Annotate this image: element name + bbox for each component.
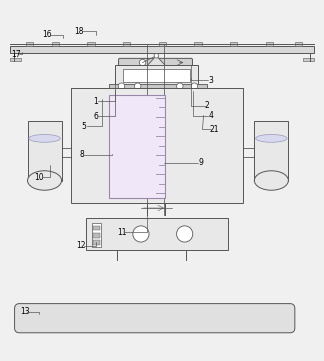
Circle shape xyxy=(133,226,149,242)
Bar xyxy=(159,42,166,46)
Bar xyxy=(71,88,243,203)
Text: 12: 12 xyxy=(76,242,86,251)
Ellipse shape xyxy=(29,135,60,142)
Bar xyxy=(92,223,101,247)
Polygon shape xyxy=(147,56,165,65)
Bar xyxy=(123,42,130,46)
Bar xyxy=(230,42,237,46)
Bar xyxy=(123,69,190,82)
Bar xyxy=(28,121,62,180)
Circle shape xyxy=(134,83,141,90)
Ellipse shape xyxy=(256,135,287,142)
Circle shape xyxy=(177,83,183,90)
Bar xyxy=(254,121,288,180)
Circle shape xyxy=(139,59,146,66)
Ellipse shape xyxy=(28,171,62,190)
Text: 5: 5 xyxy=(82,122,87,131)
Text: 16: 16 xyxy=(42,30,52,39)
Text: 4: 4 xyxy=(208,111,213,120)
Circle shape xyxy=(177,226,193,242)
FancyBboxPatch shape xyxy=(119,58,192,67)
Bar xyxy=(10,58,21,61)
Bar xyxy=(266,42,273,46)
Bar xyxy=(86,218,228,250)
Bar xyxy=(52,42,59,46)
Text: 17: 17 xyxy=(11,50,21,58)
Bar xyxy=(295,42,302,46)
Text: 3: 3 xyxy=(208,75,213,84)
Text: 21: 21 xyxy=(209,125,219,134)
Text: 1: 1 xyxy=(93,97,98,106)
Bar xyxy=(109,95,165,198)
Bar xyxy=(93,226,100,230)
Bar xyxy=(87,42,95,46)
Text: 18: 18 xyxy=(75,27,84,36)
Bar xyxy=(109,84,207,89)
Text: 8: 8 xyxy=(79,150,84,159)
Ellipse shape xyxy=(254,171,288,190)
Text: 13: 13 xyxy=(20,307,29,316)
Circle shape xyxy=(154,53,158,58)
Text: 10: 10 xyxy=(34,173,44,182)
Bar xyxy=(194,42,202,46)
Text: 11: 11 xyxy=(117,228,126,237)
Bar xyxy=(10,46,314,52)
Text: 6: 6 xyxy=(93,112,98,121)
Text: 9: 9 xyxy=(198,158,203,167)
Bar xyxy=(93,233,100,238)
Bar xyxy=(93,240,100,245)
Circle shape xyxy=(118,83,125,90)
Text: 2: 2 xyxy=(205,101,210,110)
Circle shape xyxy=(191,83,198,90)
Bar xyxy=(303,58,314,61)
Bar xyxy=(26,42,33,46)
FancyBboxPatch shape xyxy=(15,304,295,333)
Bar xyxy=(115,65,198,85)
